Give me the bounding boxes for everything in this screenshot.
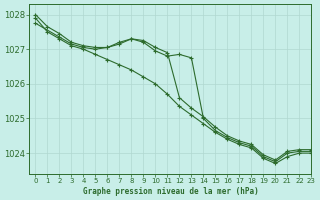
X-axis label: Graphe pression niveau de la mer (hPa): Graphe pression niveau de la mer (hPa)	[83, 187, 258, 196]
